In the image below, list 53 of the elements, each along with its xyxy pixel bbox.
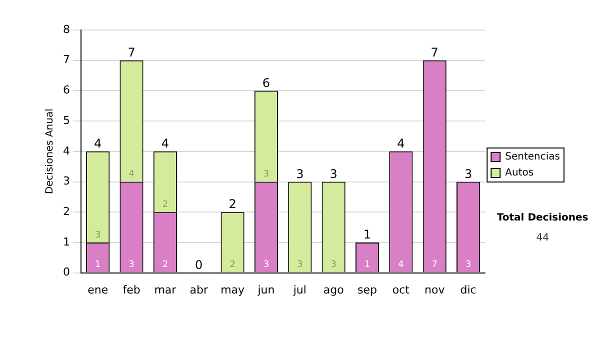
data-label: 3 bbox=[94, 230, 101, 240]
legend-label: Sentencias bbox=[505, 152, 560, 163]
total-label: 4 bbox=[94, 136, 102, 151]
data-label: 3 bbox=[263, 260, 270, 270]
data-label: 3 bbox=[263, 170, 270, 180]
text: 44 bbox=[536, 232, 549, 244]
data-label: 3 bbox=[128, 260, 134, 270]
total-label: 7 bbox=[430, 45, 438, 60]
y-tick-label: 2 bbox=[63, 204, 70, 218]
total-label: 3 bbox=[330, 166, 338, 181]
total-label: 3 bbox=[296, 166, 304, 181]
x-tick-label: mar bbox=[154, 283, 177, 296]
data-label: 7 bbox=[432, 260, 438, 270]
data-label: 3 bbox=[330, 260, 336, 270]
total-label: 7 bbox=[128, 45, 136, 60]
data-label: 1 bbox=[94, 260, 101, 270]
y-axis-title: Decisiones Anual bbox=[44, 108, 56, 194]
data-label: 4 bbox=[128, 170, 135, 180]
x-tick-label: feb bbox=[122, 283, 140, 296]
x-tick-label: jun bbox=[256, 283, 275, 296]
y-tick-label: 4 bbox=[63, 144, 70, 158]
x-tick-label: ene bbox=[88, 283, 108, 296]
total-label: 3 bbox=[464, 166, 472, 181]
x-tick-label: sep bbox=[358, 283, 378, 296]
data-label: 2 bbox=[230, 260, 236, 270]
x-tick-label: may bbox=[220, 283, 246, 296]
total-label: 4 bbox=[397, 136, 405, 151]
y-tick-label: 3 bbox=[63, 174, 70, 188]
x-tick-label: jul bbox=[292, 283, 306, 296]
x-tick-label: oct bbox=[392, 283, 410, 296]
legend-label: Autos bbox=[505, 168, 534, 179]
y-tick-label: 7 bbox=[63, 53, 70, 66]
y-tick-label: 6 bbox=[63, 84, 70, 97]
data-label: 3 bbox=[297, 260, 303, 270]
data-label: 2 bbox=[162, 200, 168, 210]
y-tick-label: 8 bbox=[63, 22, 70, 36]
total-label: 2 bbox=[228, 197, 236, 212]
total-label: 6 bbox=[262, 76, 270, 90]
data-label: 1 bbox=[364, 260, 370, 270]
text: Total Decisiones bbox=[496, 212, 588, 224]
y-tick-label: 0 bbox=[63, 266, 70, 279]
data-label: 2 bbox=[162, 260, 168, 270]
x-tick-label: ago bbox=[323, 283, 344, 296]
data-label: 4 bbox=[398, 260, 404, 270]
y-tick-label: 5 bbox=[63, 114, 70, 127]
x-tick-label: abr bbox=[190, 283, 208, 296]
x-tick-label: nov bbox=[424, 283, 446, 296]
data-label: 3 bbox=[465, 260, 472, 270]
total-label: 0 bbox=[195, 258, 203, 272]
x-tick-label: dic bbox=[460, 283, 476, 296]
y-tick-label: 1 bbox=[63, 235, 70, 248]
total-label: 4 bbox=[161, 136, 170, 151]
total-label: 1 bbox=[363, 228, 372, 242]
